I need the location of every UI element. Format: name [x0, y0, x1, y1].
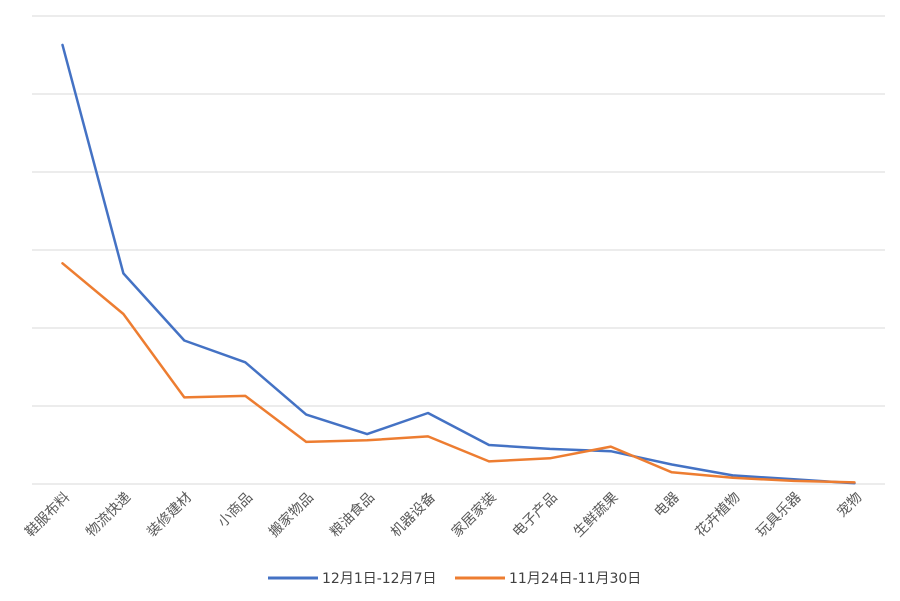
series-line-1	[61, 43, 856, 485]
gridlines	[32, 15, 885, 485]
x-tick-label: 宠物	[834, 490, 865, 521]
x-tick-label: 家居家装	[448, 489, 500, 541]
x-axis-tick-labels: 鞋服布料 物流快递 装修建材 小商品 搬家物品 粮油食品 机器设备 家居家装 电子产品 生鲜蔬果电…	[22, 489, 865, 541]
x-tick-label: 花卉植物	[693, 490, 744, 541]
x-tick-label: 装修建材	[144, 490, 195, 541]
series-line-2	[61, 262, 856, 484]
legend-label-series-1: 12月1日-12月7日	[322, 571, 437, 587]
x-tick-label: 物流快递	[83, 490, 134, 541]
x-tick-label: 鞋服布料	[22, 490, 73, 541]
x-tick-label: 搬家物品	[265, 489, 317, 541]
x-tick-label: 机器设备	[387, 489, 439, 541]
x-tick-label: 电子产品	[510, 490, 561, 541]
x-tick-label: 电器	[651, 490, 682, 521]
x-tick-label: 玩具乐器	[754, 490, 805, 541]
legend-label-series-2: 11月24日-11月30日	[509, 571, 641, 587]
x-tick-label: 粮油食品	[326, 489, 378, 541]
legend: 12月1日-12月7日 11月24日-11月30日	[268, 571, 641, 587]
x-tick-label: 生鲜蔬果	[571, 490, 622, 541]
series-lines	[61, 43, 856, 485]
x-tick-label: 小商品	[215, 490, 256, 531]
